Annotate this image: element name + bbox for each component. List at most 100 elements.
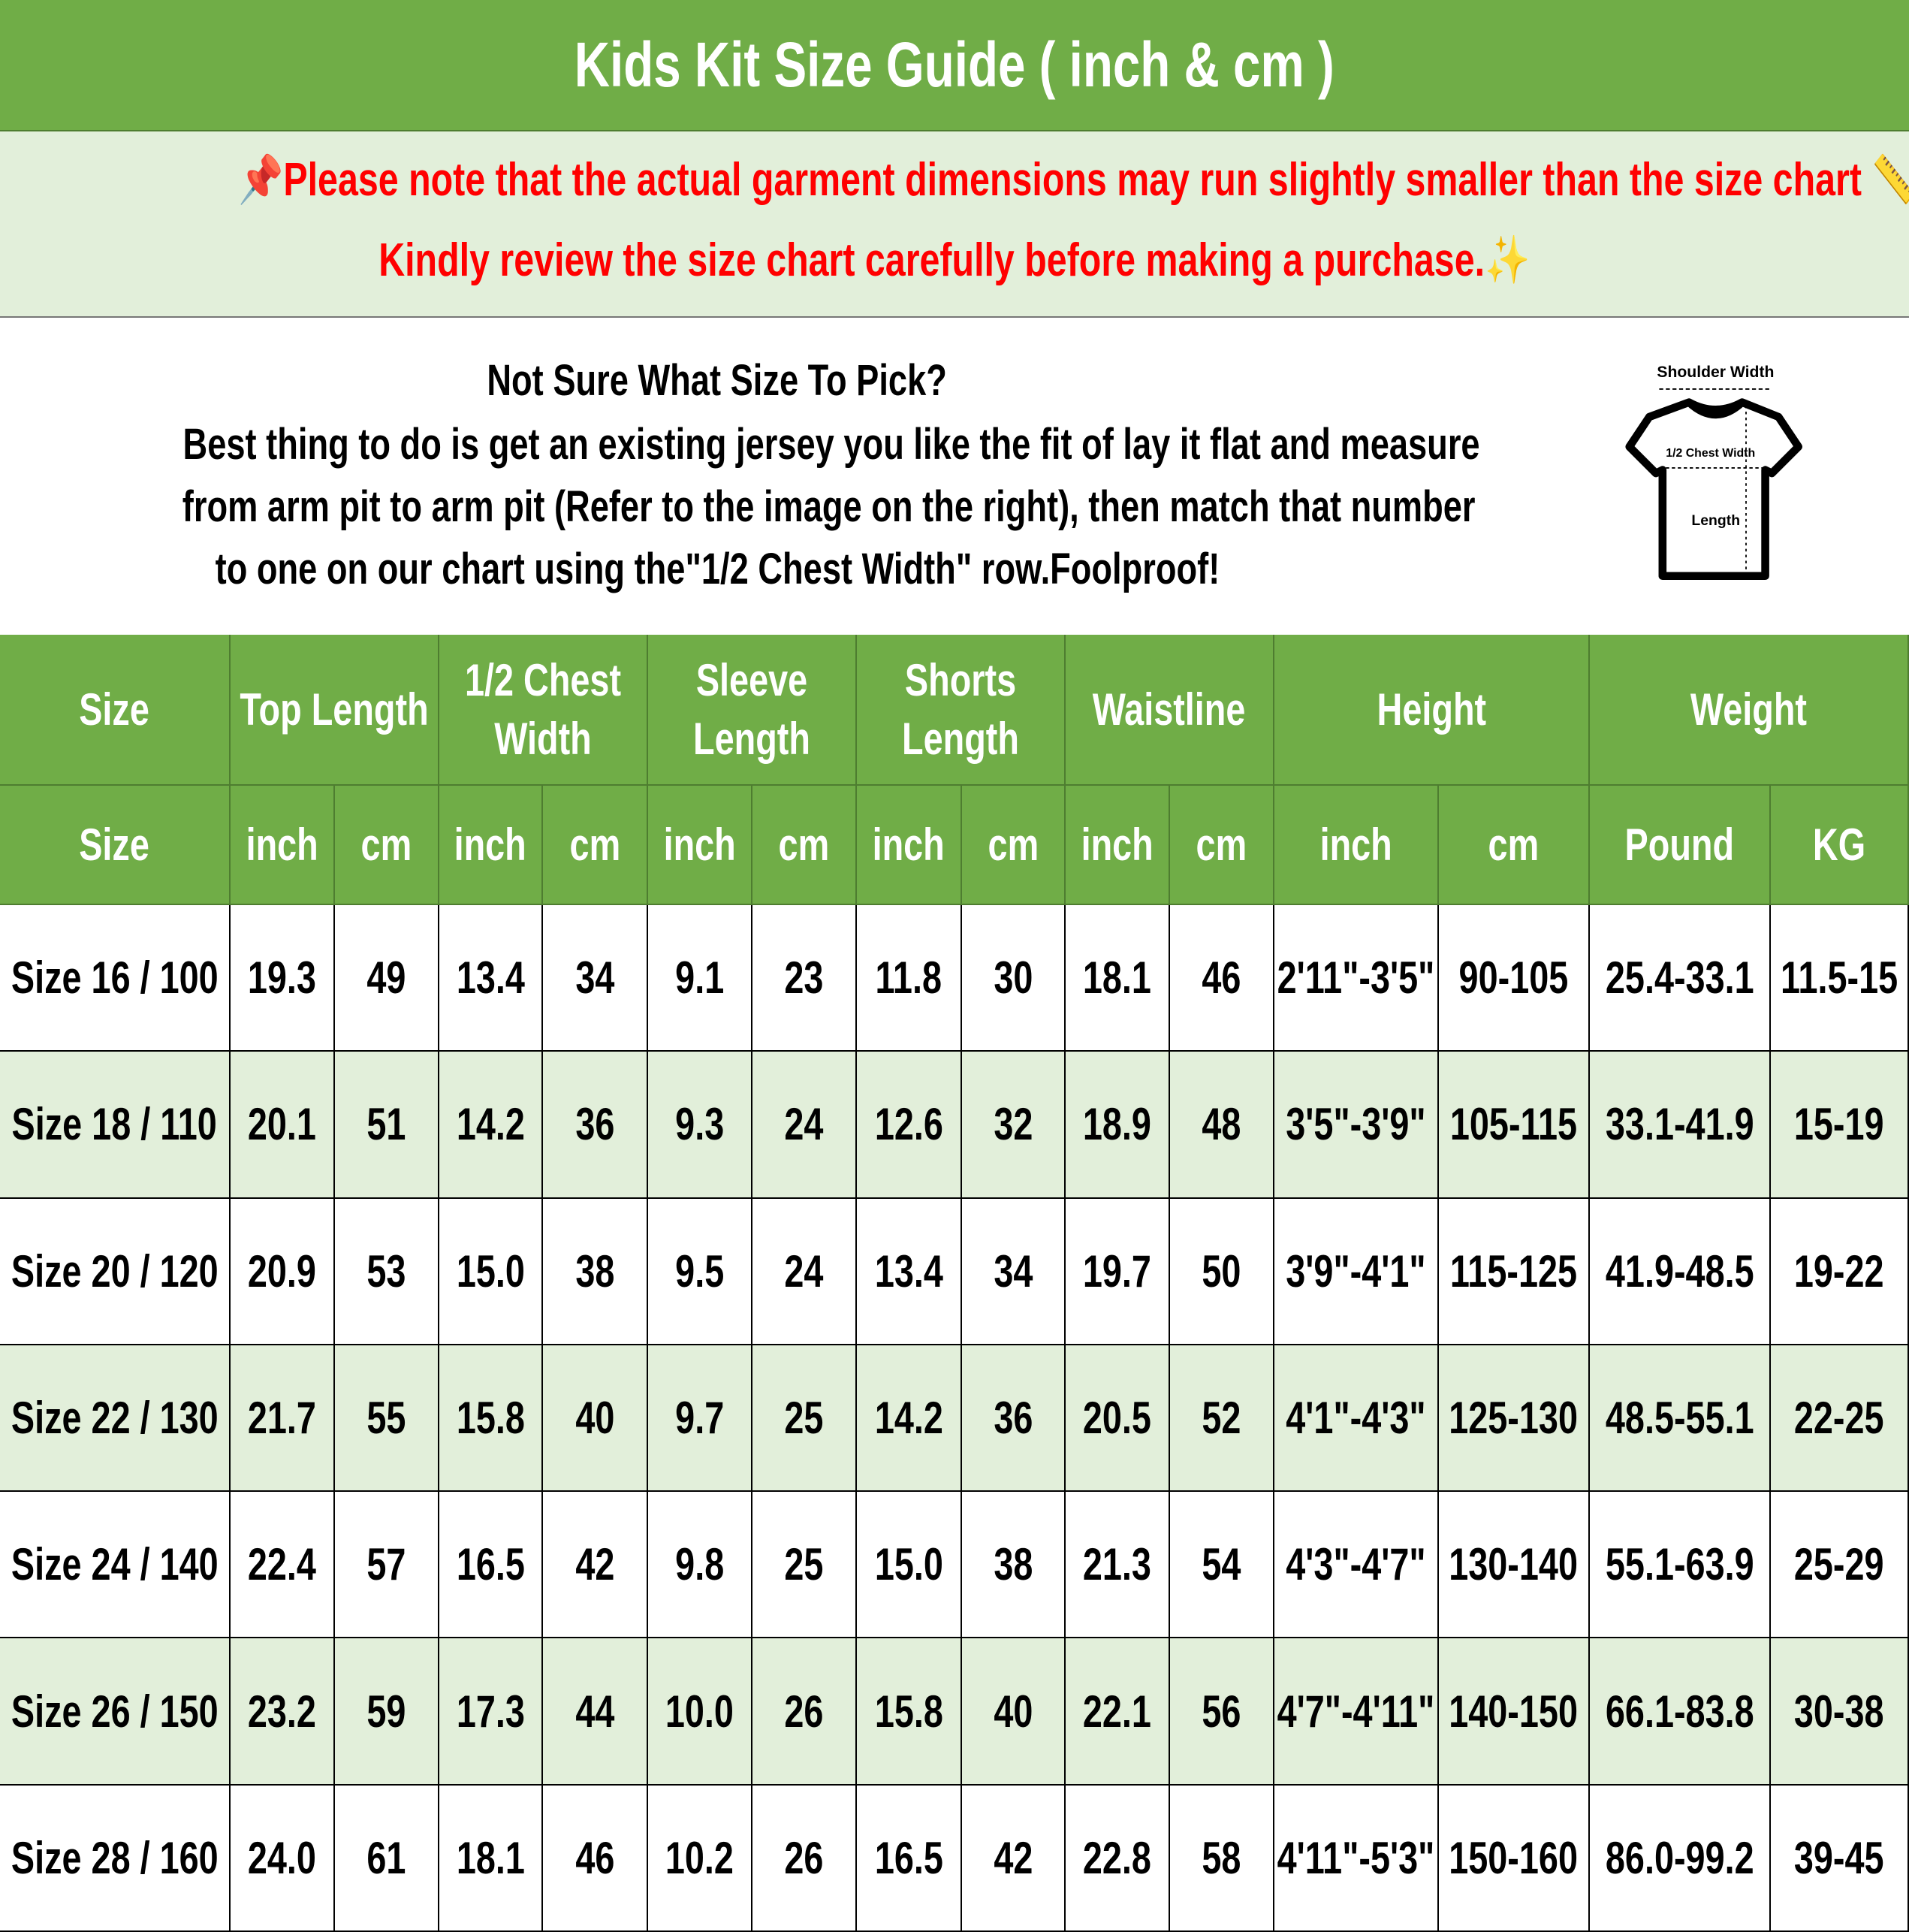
table-cell: 22.8 bbox=[1066, 1785, 1170, 1932]
table-cell-text: 36 bbox=[993, 1392, 1033, 1443]
column-group-header: Weight bbox=[1590, 635, 1909, 786]
table-cell-text: 19.7 bbox=[1082, 1245, 1152, 1297]
table-cell-text: 20.9 bbox=[247, 1245, 317, 1297]
table-cell-text: 115-125 bbox=[1449, 1245, 1578, 1297]
table-cell-text: 90-105 bbox=[1458, 952, 1569, 1004]
table-cell: 41.9-48.5 bbox=[1590, 1198, 1771, 1345]
table-cell: 18.1 bbox=[439, 1785, 543, 1932]
table-cell: 9.1 bbox=[648, 905, 752, 1052]
column-subheader-text: inch bbox=[454, 819, 527, 870]
table-cell: 3'5"-3'9" bbox=[1274, 1052, 1439, 1199]
table-cell-text: 3'5"-3'9" bbox=[1286, 1099, 1426, 1150]
table-cell: 23.2 bbox=[231, 1638, 335, 1786]
table-cell: 15.0 bbox=[439, 1198, 543, 1345]
table-cell-text: 52 bbox=[1202, 1392, 1241, 1443]
column-subheader: cm bbox=[1439, 786, 1590, 905]
column-group-header-text: Size bbox=[79, 684, 150, 735]
table-cell: 55 bbox=[335, 1345, 439, 1493]
table-cell: 30 bbox=[962, 905, 1066, 1052]
table-cell-text: 22-25 bbox=[1794, 1392, 1884, 1443]
table-cell-text: 19.3 bbox=[247, 952, 317, 1004]
table-cell-text: 9.5 bbox=[674, 1245, 725, 1297]
size-label-cell: Size 28 / 160 bbox=[0, 1785, 231, 1932]
table-cell: 23 bbox=[752, 905, 857, 1052]
table-cell-text: 14.2 bbox=[456, 1099, 525, 1150]
table-cell-text: 15.0 bbox=[874, 1539, 943, 1590]
table-cell-text: 130-140 bbox=[1449, 1539, 1579, 1590]
table-cell-text: 26 bbox=[784, 1832, 824, 1883]
table-cell: 20.5 bbox=[1066, 1345, 1170, 1493]
table-cell: 16.5 bbox=[439, 1492, 543, 1639]
length-label: Length bbox=[1691, 512, 1740, 529]
table-cell-text: 105-115 bbox=[1449, 1099, 1578, 1150]
table-cell-text: 25 bbox=[784, 1392, 824, 1443]
table-cell-text: 33.1-41.9 bbox=[1605, 1099, 1754, 1150]
column-group-header: Sleeve Length bbox=[648, 635, 857, 786]
table-cell-text: 32 bbox=[993, 1099, 1033, 1150]
table-cell: 115-125 bbox=[1439, 1198, 1590, 1345]
table-cell-text: 18.1 bbox=[1082, 952, 1152, 1004]
column-subheader: inch bbox=[231, 786, 335, 905]
size-label-cell: Size 20 / 120 bbox=[0, 1198, 231, 1345]
table-cell: 50 bbox=[1170, 1198, 1274, 1345]
column-subheader-text: cm bbox=[569, 819, 620, 870]
sparkles-icon: ✨ bbox=[1485, 234, 1531, 286]
table-cell: 38 bbox=[543, 1198, 648, 1345]
table-cell: 25.4-33.1 bbox=[1590, 905, 1771, 1052]
column-subheader: cm bbox=[1170, 786, 1274, 905]
table-cell: 59 bbox=[335, 1638, 439, 1786]
table-cell-text: 18.1 bbox=[456, 1832, 525, 1883]
table-cell: 57 bbox=[335, 1492, 439, 1639]
table-cell-text: 10.0 bbox=[665, 1686, 734, 1737]
column-subheader-text: KG bbox=[1812, 819, 1866, 870]
size-label-cell: Size 18 / 110 bbox=[0, 1052, 231, 1199]
table-cell: 49 bbox=[335, 905, 439, 1052]
table-cell-text: 9.8 bbox=[674, 1539, 725, 1590]
table-cell: 33.1-41.9 bbox=[1590, 1052, 1771, 1199]
column-subheader: Pound bbox=[1590, 786, 1771, 905]
table-cell: 25 bbox=[752, 1492, 857, 1639]
table-cell: 22-25 bbox=[1771, 1345, 1909, 1493]
table-cell-text: 25 bbox=[784, 1539, 824, 1590]
notice-banner: 📌Please note that the actual garment dim… bbox=[0, 131, 1909, 318]
table-cell-text: 41.9-48.5 bbox=[1605, 1245, 1754, 1297]
table-cell-text: 49 bbox=[366, 952, 406, 1004]
table-cell-text: 25.4-33.1 bbox=[1605, 952, 1754, 1004]
column-group-header: 1/2 Chest Width bbox=[439, 635, 648, 786]
table-cell-text: 11.5-15 bbox=[1780, 952, 1898, 1004]
table-cell: 36 bbox=[543, 1052, 648, 1199]
table-cell: 15.8 bbox=[439, 1345, 543, 1493]
size-label-cell-text: Size 22 / 130 bbox=[11, 1392, 219, 1443]
table-cell-text: 9.3 bbox=[674, 1099, 725, 1150]
column-group-header: Height bbox=[1274, 635, 1590, 786]
table-cell-text: 55.1-63.9 bbox=[1605, 1539, 1754, 1590]
intro-section: Not Sure What Size To Pick? Best thing t… bbox=[0, 318, 1909, 635]
table-cell-text: 26 bbox=[784, 1686, 824, 1737]
table-cell-text: 59 bbox=[366, 1686, 406, 1737]
table-cell-text: 34 bbox=[575, 952, 615, 1004]
column-subheader: inch bbox=[1274, 786, 1439, 905]
column-group-header-text: Weight bbox=[1690, 684, 1808, 735]
column-group-header-text: Shorts Length bbox=[902, 654, 1019, 764]
table-cell-text: 12.6 bbox=[874, 1099, 943, 1150]
table-cell-text: 21.3 bbox=[1082, 1539, 1152, 1590]
table-cell: 12.6 bbox=[857, 1052, 962, 1199]
table-cell-text: 42 bbox=[993, 1832, 1033, 1883]
table-cell: 52 bbox=[1170, 1345, 1274, 1493]
table-cell-text: 25-29 bbox=[1794, 1539, 1884, 1590]
table-cell: 61 bbox=[335, 1785, 439, 1932]
table-cell: 140-150 bbox=[1439, 1638, 1590, 1786]
column-group-header-text: Sleeve Length bbox=[693, 654, 810, 764]
column-group-header: Waistline bbox=[1066, 635, 1274, 786]
table-cell: 46 bbox=[1170, 905, 1274, 1052]
column-subheader-text: inch bbox=[1319, 819, 1392, 870]
table-cell: 34 bbox=[962, 1198, 1066, 1345]
table-cell-text: 66.1-83.8 bbox=[1605, 1686, 1754, 1737]
table-cell: 4'1"-4'3" bbox=[1274, 1345, 1439, 1493]
column-subheader-text: cm bbox=[988, 819, 1039, 870]
table-cell-text: 48 bbox=[1202, 1099, 1241, 1150]
tshirt-diagram: Shoulder Width 1/2 Chest Width Length bbox=[1625, 364, 1802, 581]
table-cell-text: 40 bbox=[993, 1686, 1033, 1737]
column-subheader-text: inch bbox=[663, 819, 736, 870]
table-cell-text: 15-19 bbox=[1794, 1099, 1884, 1150]
